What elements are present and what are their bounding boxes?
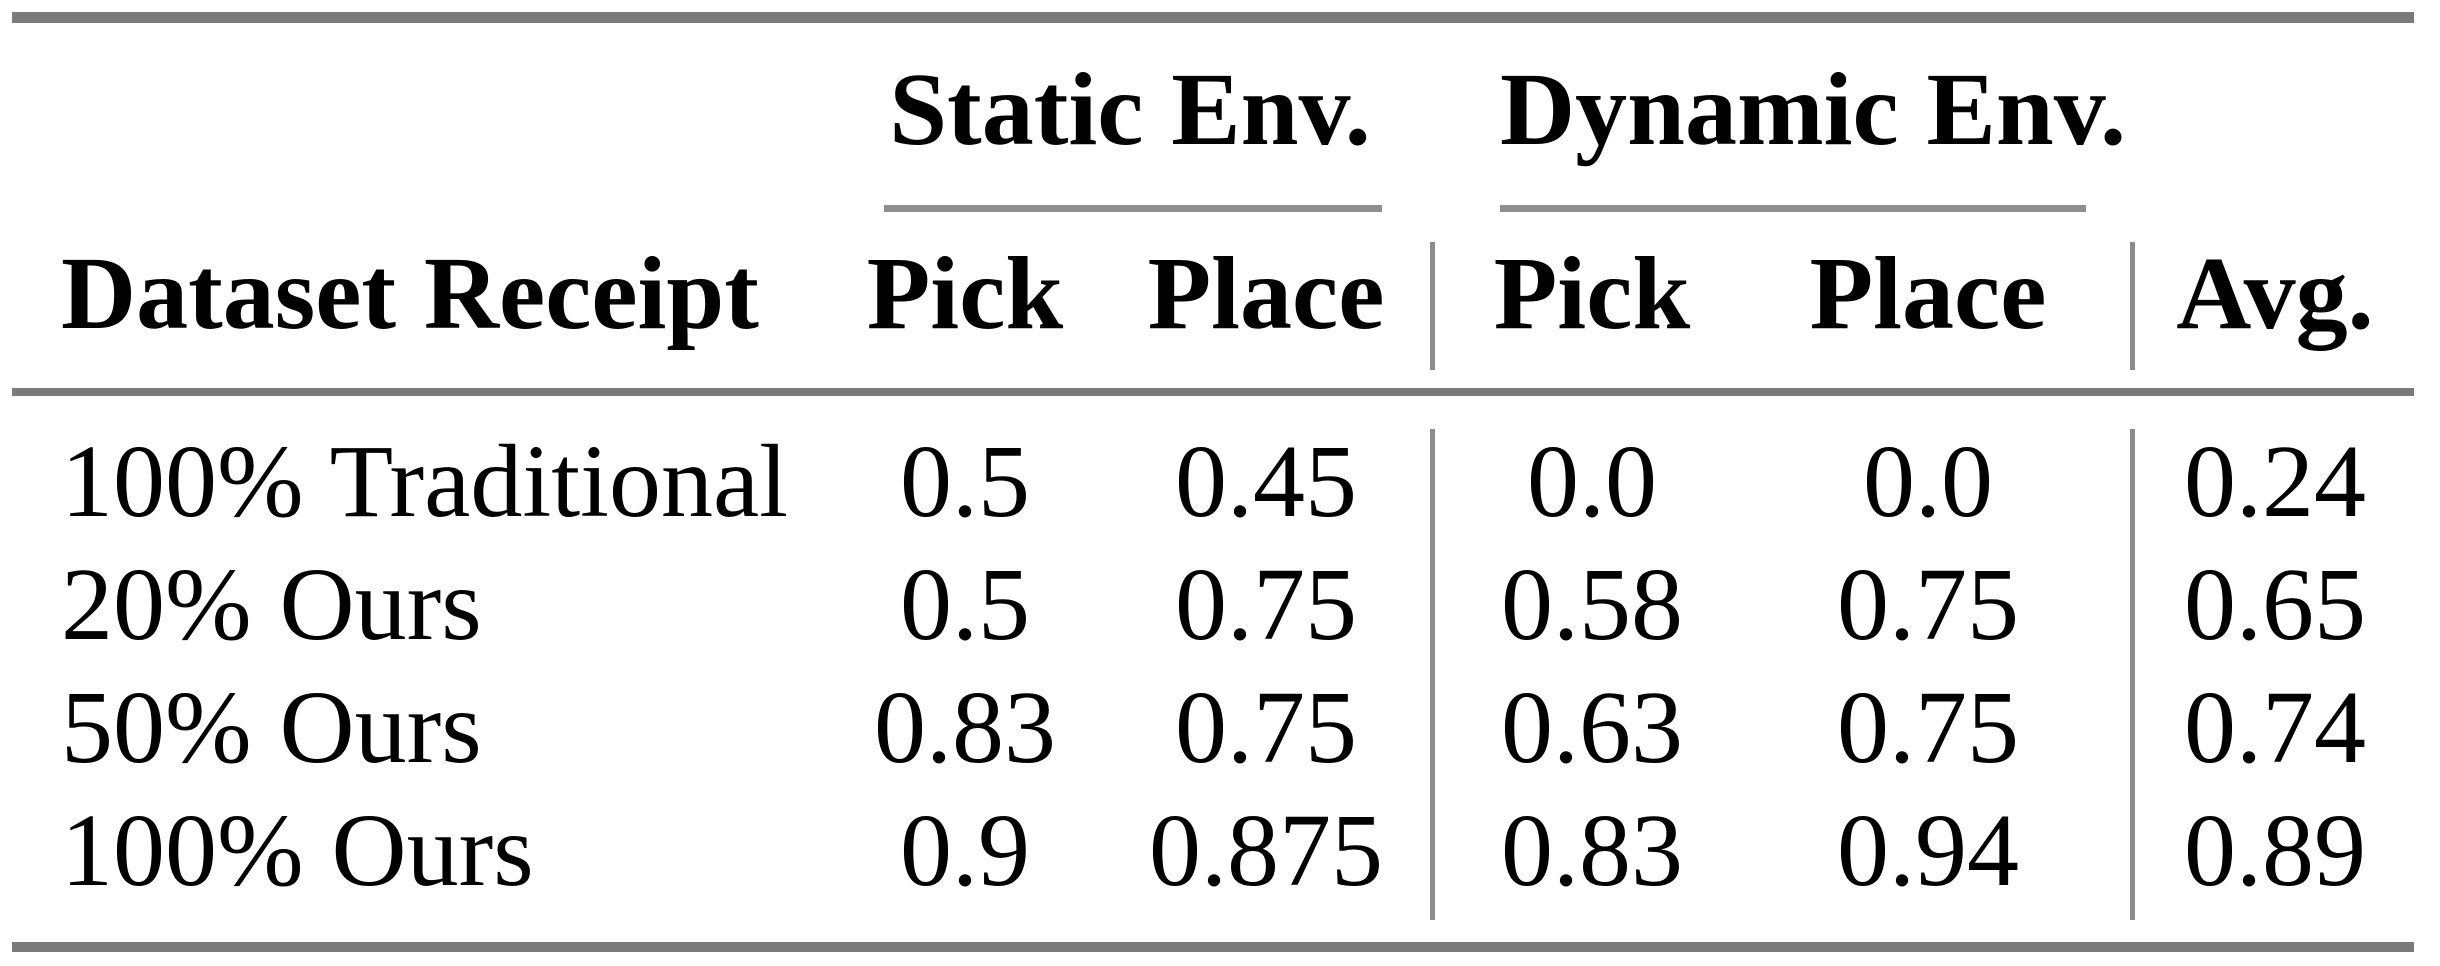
cell-dynamic-pick: 0.0: [1527, 424, 1657, 539]
cell-static-pick: 0.83: [874, 670, 1056, 785]
table-row: 50% Ours 0.83 0.75 0.63 0.75 0.74: [0, 667, 2440, 789]
group-header-row: Static Env. Dynamic Env.: [0, 55, 2440, 165]
row-label: 100% Ours: [61, 793, 534, 908]
header-separator-rule: [12, 388, 2414, 396]
column-divider-1-header: [1430, 242, 1435, 370]
column-header-static-place: Place: [1147, 236, 1385, 351]
column-header-row: Dataset Receipt Pick Place Pick Place Av…: [0, 238, 2440, 350]
row-label: 50% Ours: [61, 670, 482, 785]
column-header-static-pick: Pick: [866, 236, 1064, 351]
cell-dynamic-place: 0.75: [1837, 670, 2019, 785]
cell-static-place: 0.875: [1149, 793, 1383, 908]
cell-dynamic-place: 0.0: [1863, 424, 1993, 539]
table-row: 100% Ours 0.9 0.875 0.83 0.94 0.89: [0, 790, 2440, 912]
cell-static-place: 0.75: [1175, 547, 1357, 662]
static-env-underline-rule: [884, 205, 1382, 212]
bottom-rule: [12, 942, 2414, 952]
column-header-dynamic-place: Place: [1809, 236, 2047, 351]
column-header-dataset-receipt: Dataset Receipt: [61, 236, 759, 351]
table-row: 20% Ours 0.5 0.75 0.58 0.75 0.65: [0, 544, 2440, 666]
column-divider-2-body: [2130, 429, 2135, 920]
cell-dynamic-pick: 0.83: [1501, 793, 1683, 908]
cell-static-pick: 0.5: [900, 424, 1030, 539]
cell-static-place: 0.45: [1175, 424, 1357, 539]
column-divider-2-header: [2130, 242, 2135, 370]
cell-avg: 0.65: [2184, 547, 2366, 662]
group-header-static-env: Static Env.: [889, 52, 1371, 167]
row-label: 100% Traditional: [61, 424, 789, 539]
cell-dynamic-pick: 0.58: [1501, 547, 1683, 662]
cell-dynamic-place: 0.75: [1837, 547, 2019, 662]
cell-avg: 0.89: [2184, 793, 2366, 908]
cell-static-pick: 0.5: [900, 547, 1030, 662]
cell-static-place: 0.75: [1175, 670, 1357, 785]
table-row: 100% Traditional 0.5 0.45 0.0 0.0 0.24: [0, 421, 2440, 543]
dynamic-env-underline-rule: [1500, 205, 2086, 212]
cell-avg: 0.74: [2184, 670, 2366, 785]
cell-static-pick: 0.9: [900, 793, 1030, 908]
cell-dynamic-pick: 0.63: [1501, 670, 1683, 785]
column-header-dynamic-pick: Pick: [1493, 236, 1691, 351]
column-header-avg: Avg.: [2176, 236, 2374, 351]
row-label: 20% Ours: [61, 547, 482, 662]
cell-dynamic-place: 0.94: [1837, 793, 2019, 908]
column-divider-1-body: [1430, 429, 1435, 920]
cell-avg: 0.24: [2184, 424, 2366, 539]
top-rule: [12, 12, 2414, 23]
group-header-dynamic-env: Dynamic Env.: [1500, 52, 2127, 167]
